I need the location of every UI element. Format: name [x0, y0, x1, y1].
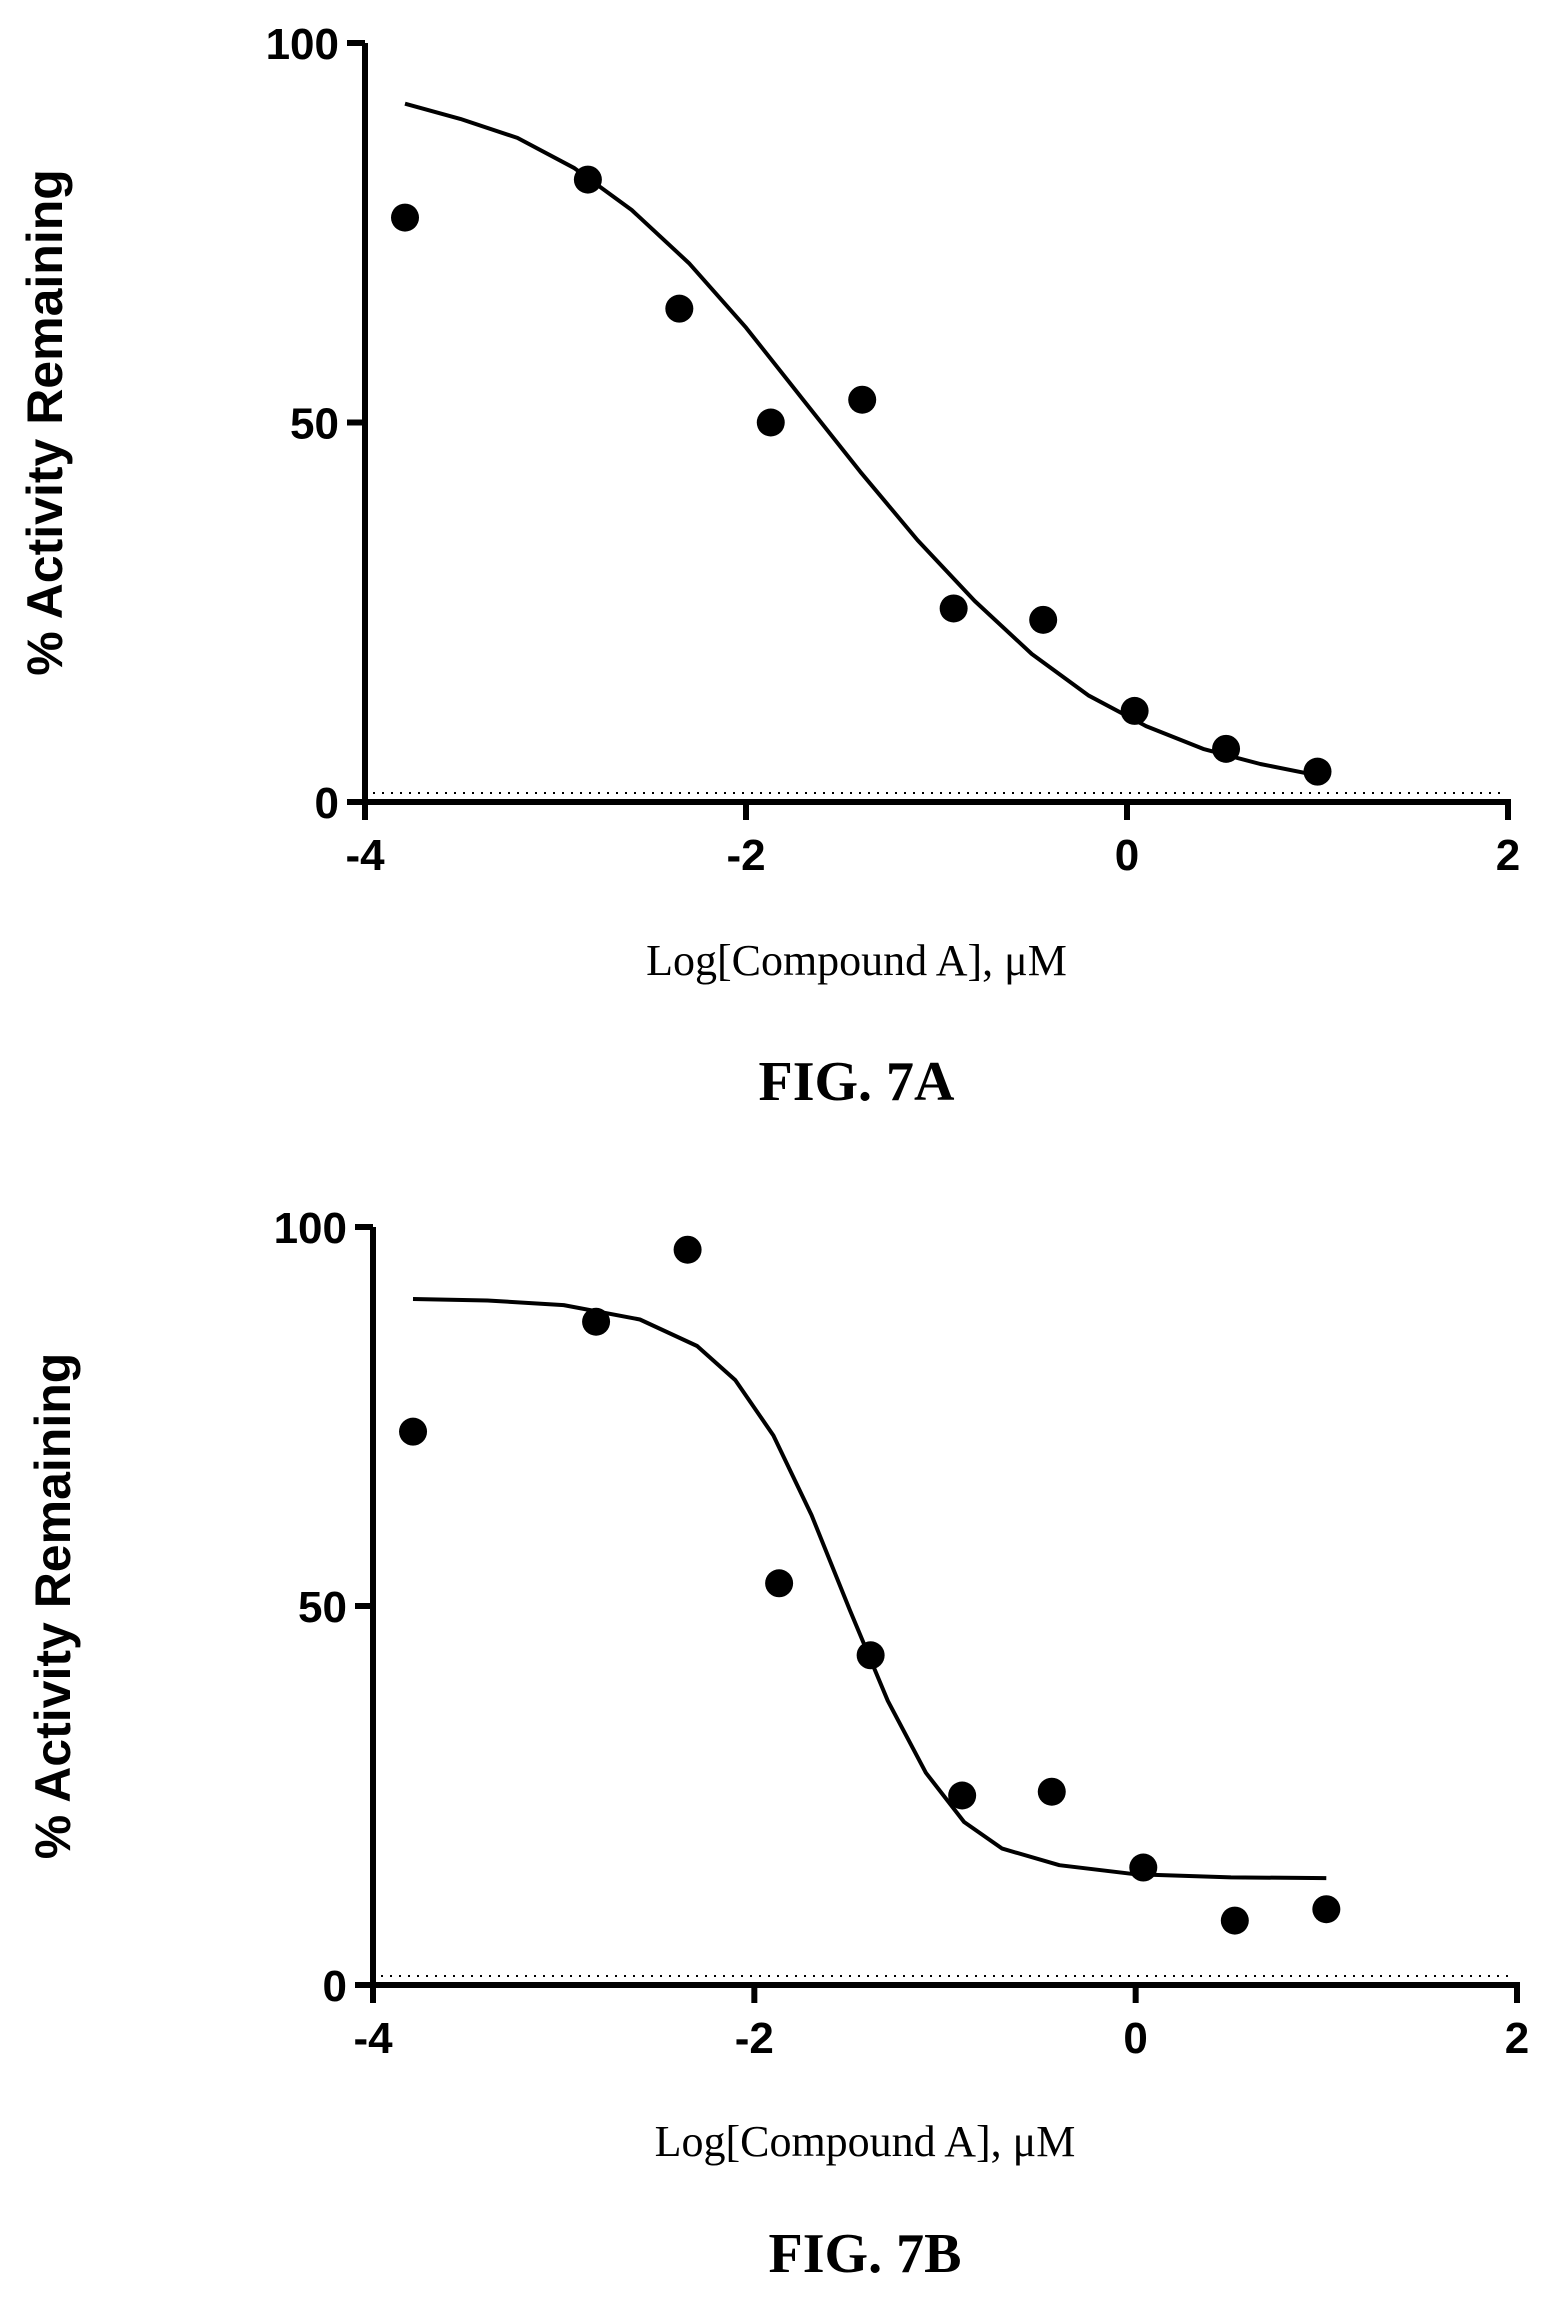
fit-curve — [412, 1297, 1327, 1881]
data-point — [856, 1641, 885, 1670]
data-point — [1303, 757, 1332, 786]
data-point — [1212, 734, 1241, 763]
y-tick-label: 100 — [274, 1204, 347, 1253]
x-tick-label: -2 — [735, 2014, 774, 2063]
figure-caption: FIG. 7B — [769, 2223, 962, 2285]
data-point — [1129, 1853, 1158, 1882]
data-point — [948, 1781, 977, 1810]
data-point — [1220, 1906, 1249, 1935]
data-point — [665, 294, 694, 323]
data-point — [573, 165, 602, 194]
x-tick-label: 0 — [1123, 2014, 1147, 2063]
data-point — [391, 203, 420, 232]
x-axis-label: Log[Compound A], μM — [655, 2117, 1076, 2166]
y-axis-label: % Activity Remaining — [25, 1353, 81, 1860]
data-point — [848, 385, 877, 414]
panel-fig-7b: 0 50 100 -4 -2 0 2 % Activity Remaining Log[Comp… — [25, 1204, 1529, 2285]
data-point — [582, 1307, 611, 1336]
y-axis-label: % Activity Remaining — [17, 169, 73, 676]
data-point — [399, 1417, 428, 1446]
x-tick-label: 0 — [1115, 831, 1139, 880]
data-point — [1312, 1895, 1341, 1924]
y-tick-label: 0 — [323, 1962, 347, 2011]
figure-caption: FIG. 7A — [759, 1051, 956, 1113]
fit-curve — [404, 101, 1318, 778]
x-tick-label: 2 — [1505, 2014, 1529, 2063]
data-point — [1120, 696, 1149, 725]
y-tick-label: 50 — [298, 1583, 347, 1632]
data-point — [1037, 1777, 1066, 1806]
y-tick-label: 50 — [290, 400, 339, 449]
x-tick-label: -2 — [726, 831, 765, 880]
x-axis-label: Log[Compound A], μM — [646, 936, 1067, 985]
data-point — [756, 408, 785, 437]
data-point — [939, 594, 968, 623]
x-tick-label: 2 — [1496, 831, 1520, 880]
x-tick-label: -4 — [345, 831, 385, 880]
data-point — [765, 1569, 794, 1598]
y-tick-label: 100 — [266, 20, 339, 69]
data-point — [1029, 605, 1058, 634]
y-tick-label: 0 — [315, 779, 339, 828]
data-point — [673, 1235, 702, 1264]
panel-fig-7a: 0 50 100 -4 -2 0 2 % Activity Remaining Log[Comp… — [17, 20, 1520, 1113]
x-tick-label: -4 — [353, 2014, 393, 2063]
